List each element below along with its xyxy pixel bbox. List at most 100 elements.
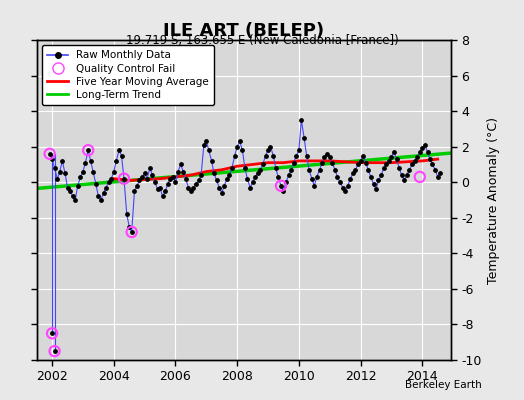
Point — [241, 165, 249, 171]
Point — [71, 197, 80, 203]
Point — [228, 165, 236, 171]
Point — [416, 174, 424, 180]
Point — [58, 158, 67, 164]
Point — [135, 177, 144, 184]
Point — [92, 181, 100, 187]
Point — [336, 179, 344, 186]
Point — [367, 174, 375, 180]
Point — [156, 184, 164, 191]
Point — [48, 330, 56, 336]
Point — [86, 158, 95, 164]
Point — [210, 170, 218, 176]
Point — [117, 152, 126, 159]
Point — [341, 188, 350, 194]
Point — [426, 156, 434, 162]
Point — [305, 166, 313, 173]
Point — [194, 177, 203, 184]
Point — [63, 184, 72, 191]
Point — [300, 134, 308, 141]
Point — [94, 193, 103, 200]
Point — [133, 182, 141, 189]
Point — [413, 154, 421, 160]
Point — [46, 150, 54, 157]
Point — [343, 182, 352, 189]
Point — [112, 158, 121, 164]
Point — [161, 188, 169, 194]
Point — [202, 138, 211, 144]
Point — [225, 172, 234, 178]
Point — [397, 172, 406, 178]
Point — [50, 348, 59, 354]
Point — [208, 158, 216, 164]
Point — [364, 166, 373, 173]
Title: ILE ART (BELEP): ILE ART (BELEP) — [163, 22, 324, 40]
Point — [220, 182, 228, 189]
Point — [402, 172, 411, 178]
Y-axis label: Temperature Anomaly (°C): Temperature Anomaly (°C) — [487, 116, 500, 284]
Point — [258, 161, 267, 168]
Point — [66, 188, 74, 194]
Point — [212, 177, 221, 184]
Point — [418, 145, 427, 152]
Point — [433, 174, 442, 180]
Point — [436, 170, 444, 176]
Point — [385, 158, 393, 164]
Point — [248, 179, 257, 186]
Point — [287, 166, 296, 173]
Point — [189, 184, 198, 191]
Point — [158, 193, 167, 200]
Point — [127, 229, 136, 235]
Point — [69, 193, 77, 200]
Point — [395, 165, 403, 171]
Point — [223, 176, 231, 182]
Point — [120, 176, 128, 182]
Point — [282, 179, 290, 186]
Point — [302, 152, 311, 159]
Point — [102, 184, 110, 191]
Point — [346, 176, 355, 182]
Point — [369, 181, 378, 187]
Point — [77, 174, 85, 180]
Point — [354, 161, 362, 168]
Point — [120, 176, 128, 182]
Point — [333, 174, 342, 180]
Point — [177, 161, 185, 168]
Point — [387, 154, 396, 160]
Point — [166, 176, 174, 182]
Point — [184, 184, 193, 191]
Point — [48, 330, 56, 336]
Point — [274, 174, 282, 180]
Point — [84, 147, 92, 154]
Point — [297, 117, 305, 123]
Point — [79, 168, 87, 175]
Point — [246, 184, 254, 191]
Point — [294, 147, 303, 154]
Point — [359, 152, 367, 159]
Point — [348, 170, 357, 176]
Point — [217, 190, 226, 196]
Point — [115, 147, 123, 154]
Point — [405, 166, 413, 173]
Point — [179, 168, 188, 175]
Point — [89, 168, 97, 175]
Point — [148, 172, 157, 178]
Point — [431, 166, 440, 173]
Point — [104, 179, 113, 186]
Point — [372, 186, 380, 192]
Point — [110, 168, 118, 175]
Point — [271, 165, 280, 171]
Point — [328, 160, 336, 166]
Point — [100, 190, 108, 196]
Point — [233, 144, 242, 150]
Point — [169, 174, 177, 180]
Point — [392, 156, 401, 162]
Point — [61, 170, 69, 176]
Point — [423, 149, 432, 155]
Point — [73, 182, 82, 189]
Point — [362, 160, 370, 166]
Point — [163, 181, 172, 187]
Point — [48, 156, 56, 162]
Point — [181, 176, 190, 182]
Point — [421, 142, 429, 148]
Point — [266, 144, 275, 150]
